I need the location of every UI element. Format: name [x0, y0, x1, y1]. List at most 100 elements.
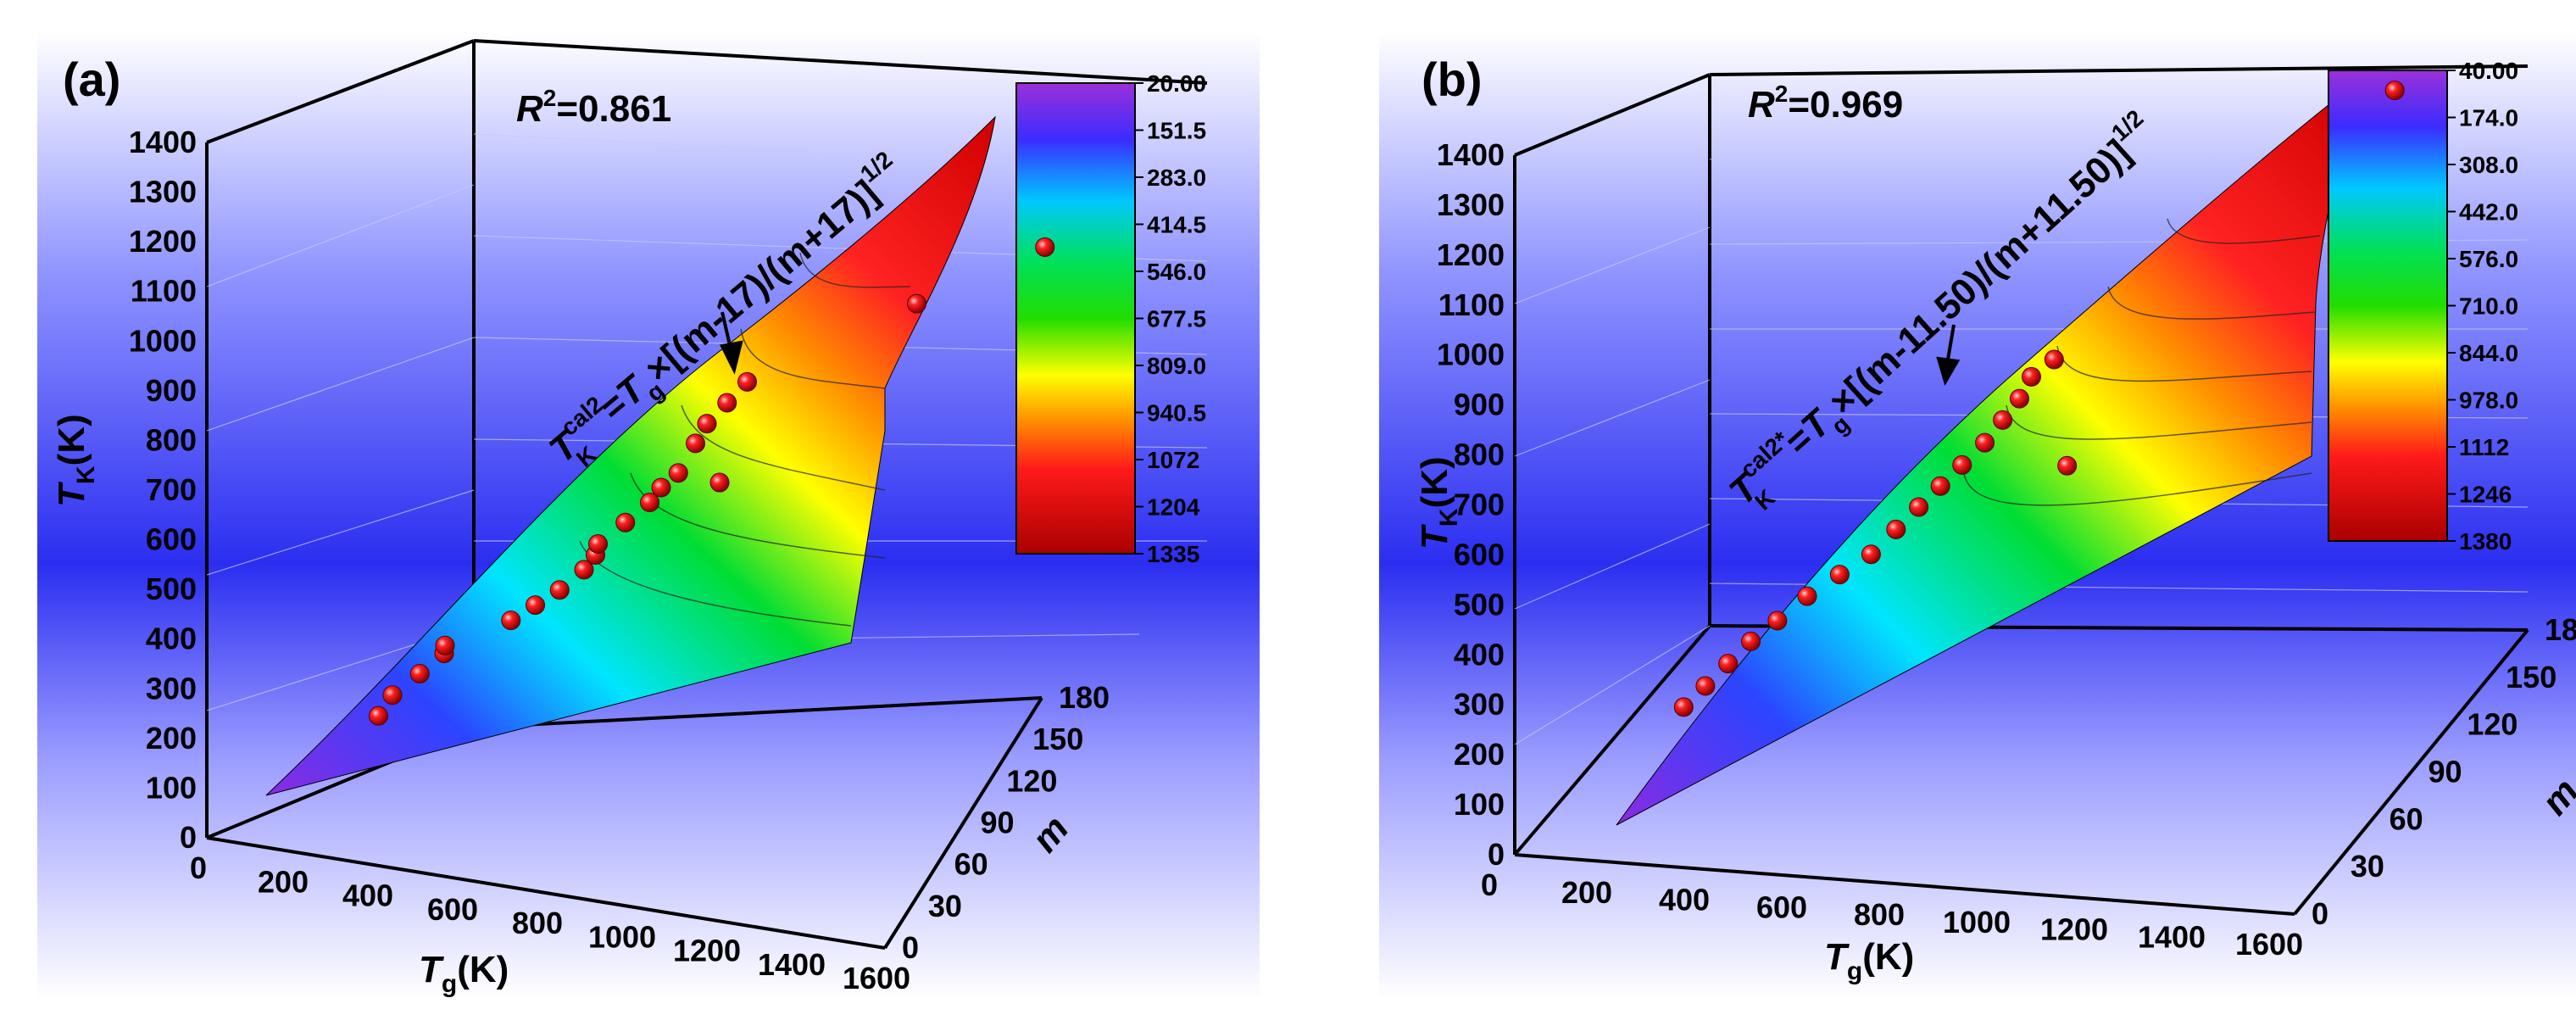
z-tick-label: 0	[180, 820, 197, 855]
x-tick-label: 1400	[758, 947, 826, 982]
r2-annotation: R2=0.861	[516, 85, 671, 130]
data-point	[1741, 631, 1761, 651]
z-tick-label: 300	[146, 671, 197, 705]
axis-box	[1513, 64, 2529, 916]
data-point	[435, 635, 455, 655]
r2-annotation: R2=0.969	[1748, 81, 1903, 125]
colorbar-tick-label: 1380	[2459, 528, 2512, 555]
data-points	[369, 237, 1055, 726]
z-tick-label: 700	[146, 472, 197, 507]
z-tick-label: 900	[1454, 388, 1505, 422]
data-point	[2384, 81, 2405, 101]
data-point	[382, 685, 403, 705]
z-axis-title: TK(K)	[1414, 456, 1463, 549]
data-point	[1909, 497, 1929, 517]
z-tick-label: 1200	[1437, 237, 1505, 272]
z-tick-label: 400	[1454, 637, 1505, 672]
y-tick-label: 30	[2351, 849, 2384, 884]
x-tick-label: 800	[1854, 897, 1905, 932]
data-point	[501, 611, 521, 631]
z-tick-label: 700	[1454, 488, 1505, 522]
z-tick-label: 300	[1454, 687, 1505, 722]
data-point	[1930, 476, 1950, 496]
svg-text:TK(K): TK(K)	[51, 414, 100, 507]
colorbar-tick-label: 677.5	[1147, 306, 1206, 332]
colorbar-tick-label: 20.00	[1147, 70, 1206, 97]
data-point	[907, 293, 926, 314]
y-tick-label: 30	[928, 889, 962, 923]
data-point	[2009, 388, 2029, 409]
contour-lines	[1963, 218, 2321, 506]
x-tick-label: 200	[1561, 875, 1612, 910]
x-tick-label: 1200	[2040, 912, 2108, 947]
z-tick-label: 1300	[1437, 187, 1505, 222]
data-point	[1993, 410, 2013, 430]
x-tick-label: 0	[190, 850, 207, 885]
equation-arrow	[1936, 324, 1961, 387]
data-point	[549, 580, 570, 600]
x-tick-label: 1000	[1943, 905, 2011, 940]
z-tick-label: 100	[146, 770, 197, 805]
colorbar-tick-label: 283.0	[1147, 164, 1206, 191]
colorbar-tick-label: 1072	[1147, 447, 1199, 473]
z-tick-label: 400	[146, 622, 197, 656]
y-tick-label: 120	[2467, 707, 2518, 742]
data-point	[737, 371, 757, 392]
y-tick-label: 60	[2390, 801, 2423, 836]
r2-sup: 2	[543, 85, 557, 111]
data-point	[2044, 349, 2064, 370]
x-tick-label: 200	[258, 864, 309, 899]
z-tick-label: 200	[146, 721, 197, 756]
x-tick-labels: 0 200 400 600 800 1000 1200 1400 1600	[1481, 867, 2303, 962]
z-tick-label: 800	[1454, 438, 1505, 472]
z-tick-label: 1100	[1438, 287, 1505, 322]
z-tick-labels: 0 100 200 300 400 500 600 700 800 900 1000 1100 1200…	[129, 125, 197, 855]
data-points	[1673, 81, 2405, 717]
svg-text:TK(K): TK(K)	[1414, 456, 1463, 549]
data-point	[1718, 654, 1739, 674]
colorbar-tick-label: 308.0	[2459, 152, 2518, 178]
chart-a-svg: 20.00 151.5 283.0 414.5 546.0 677.5 809.0 940.5…	[37, 32, 1260, 999]
y-tick-label: 60	[954, 847, 988, 882]
data-point	[369, 705, 388, 726]
panel-label: (b)	[1422, 53, 1483, 106]
y-tick-label: 180	[1059, 680, 1110, 715]
data-point	[615, 512, 636, 533]
data-point	[717, 393, 737, 413]
r2-value: =0.969	[1788, 84, 1903, 125]
x-tick-label: 1600	[843, 961, 910, 995]
colorbar-tick-label: 151.5	[1147, 118, 1206, 144]
y-tick-label: 180	[2545, 612, 2576, 647]
data-point	[526, 595, 545, 616]
r2-label: R	[1748, 84, 1775, 125]
data-point	[2022, 366, 2041, 387]
x-tick-label: 400	[342, 878, 393, 913]
z-tick-label: 1300	[129, 175, 197, 209]
data-point	[1695, 676, 1716, 696]
data-point	[1767, 611, 1788, 631]
axis-box	[205, 39, 1208, 950]
colorbar-tick-label: 546.0	[1147, 259, 1206, 285]
z-tick-label: 600	[1454, 537, 1505, 572]
chart-b-svg: 40.00 174.0 308.0 442.0 576.0 710.0 844.0 978.0…	[1379, 32, 2576, 999]
z-tick-label: 1000	[129, 323, 197, 358]
colorbar	[2328, 70, 2448, 542]
y-tick-label: 90	[981, 806, 1015, 840]
x-tick-label: 1400	[2138, 919, 2206, 954]
r2-label: R	[516, 88, 543, 130]
x-tick-label: 600	[427, 892, 478, 927]
y-tick-label: 0	[2312, 896, 2328, 931]
y-tick-label: 120	[1006, 763, 1057, 798]
x-tick-label: 1200	[673, 934, 741, 968]
z-tick-label: 1200	[129, 224, 197, 259]
data-point	[588, 533, 608, 554]
x-axis-title: Tg(K)	[1824, 936, 1914, 985]
colorbar-tick-label: 844.0	[2459, 340, 2518, 366]
x-tick-label: 600	[1756, 889, 1807, 924]
colorbar-tick-label: 414.5	[1147, 212, 1206, 238]
z-tick-label: 800	[146, 422, 197, 457]
chart-panel-a: 20.00 151.5 283.0 414.5 546.0 677.5 809.0 940.5…	[37, 32, 1260, 999]
data-point	[697, 414, 717, 434]
